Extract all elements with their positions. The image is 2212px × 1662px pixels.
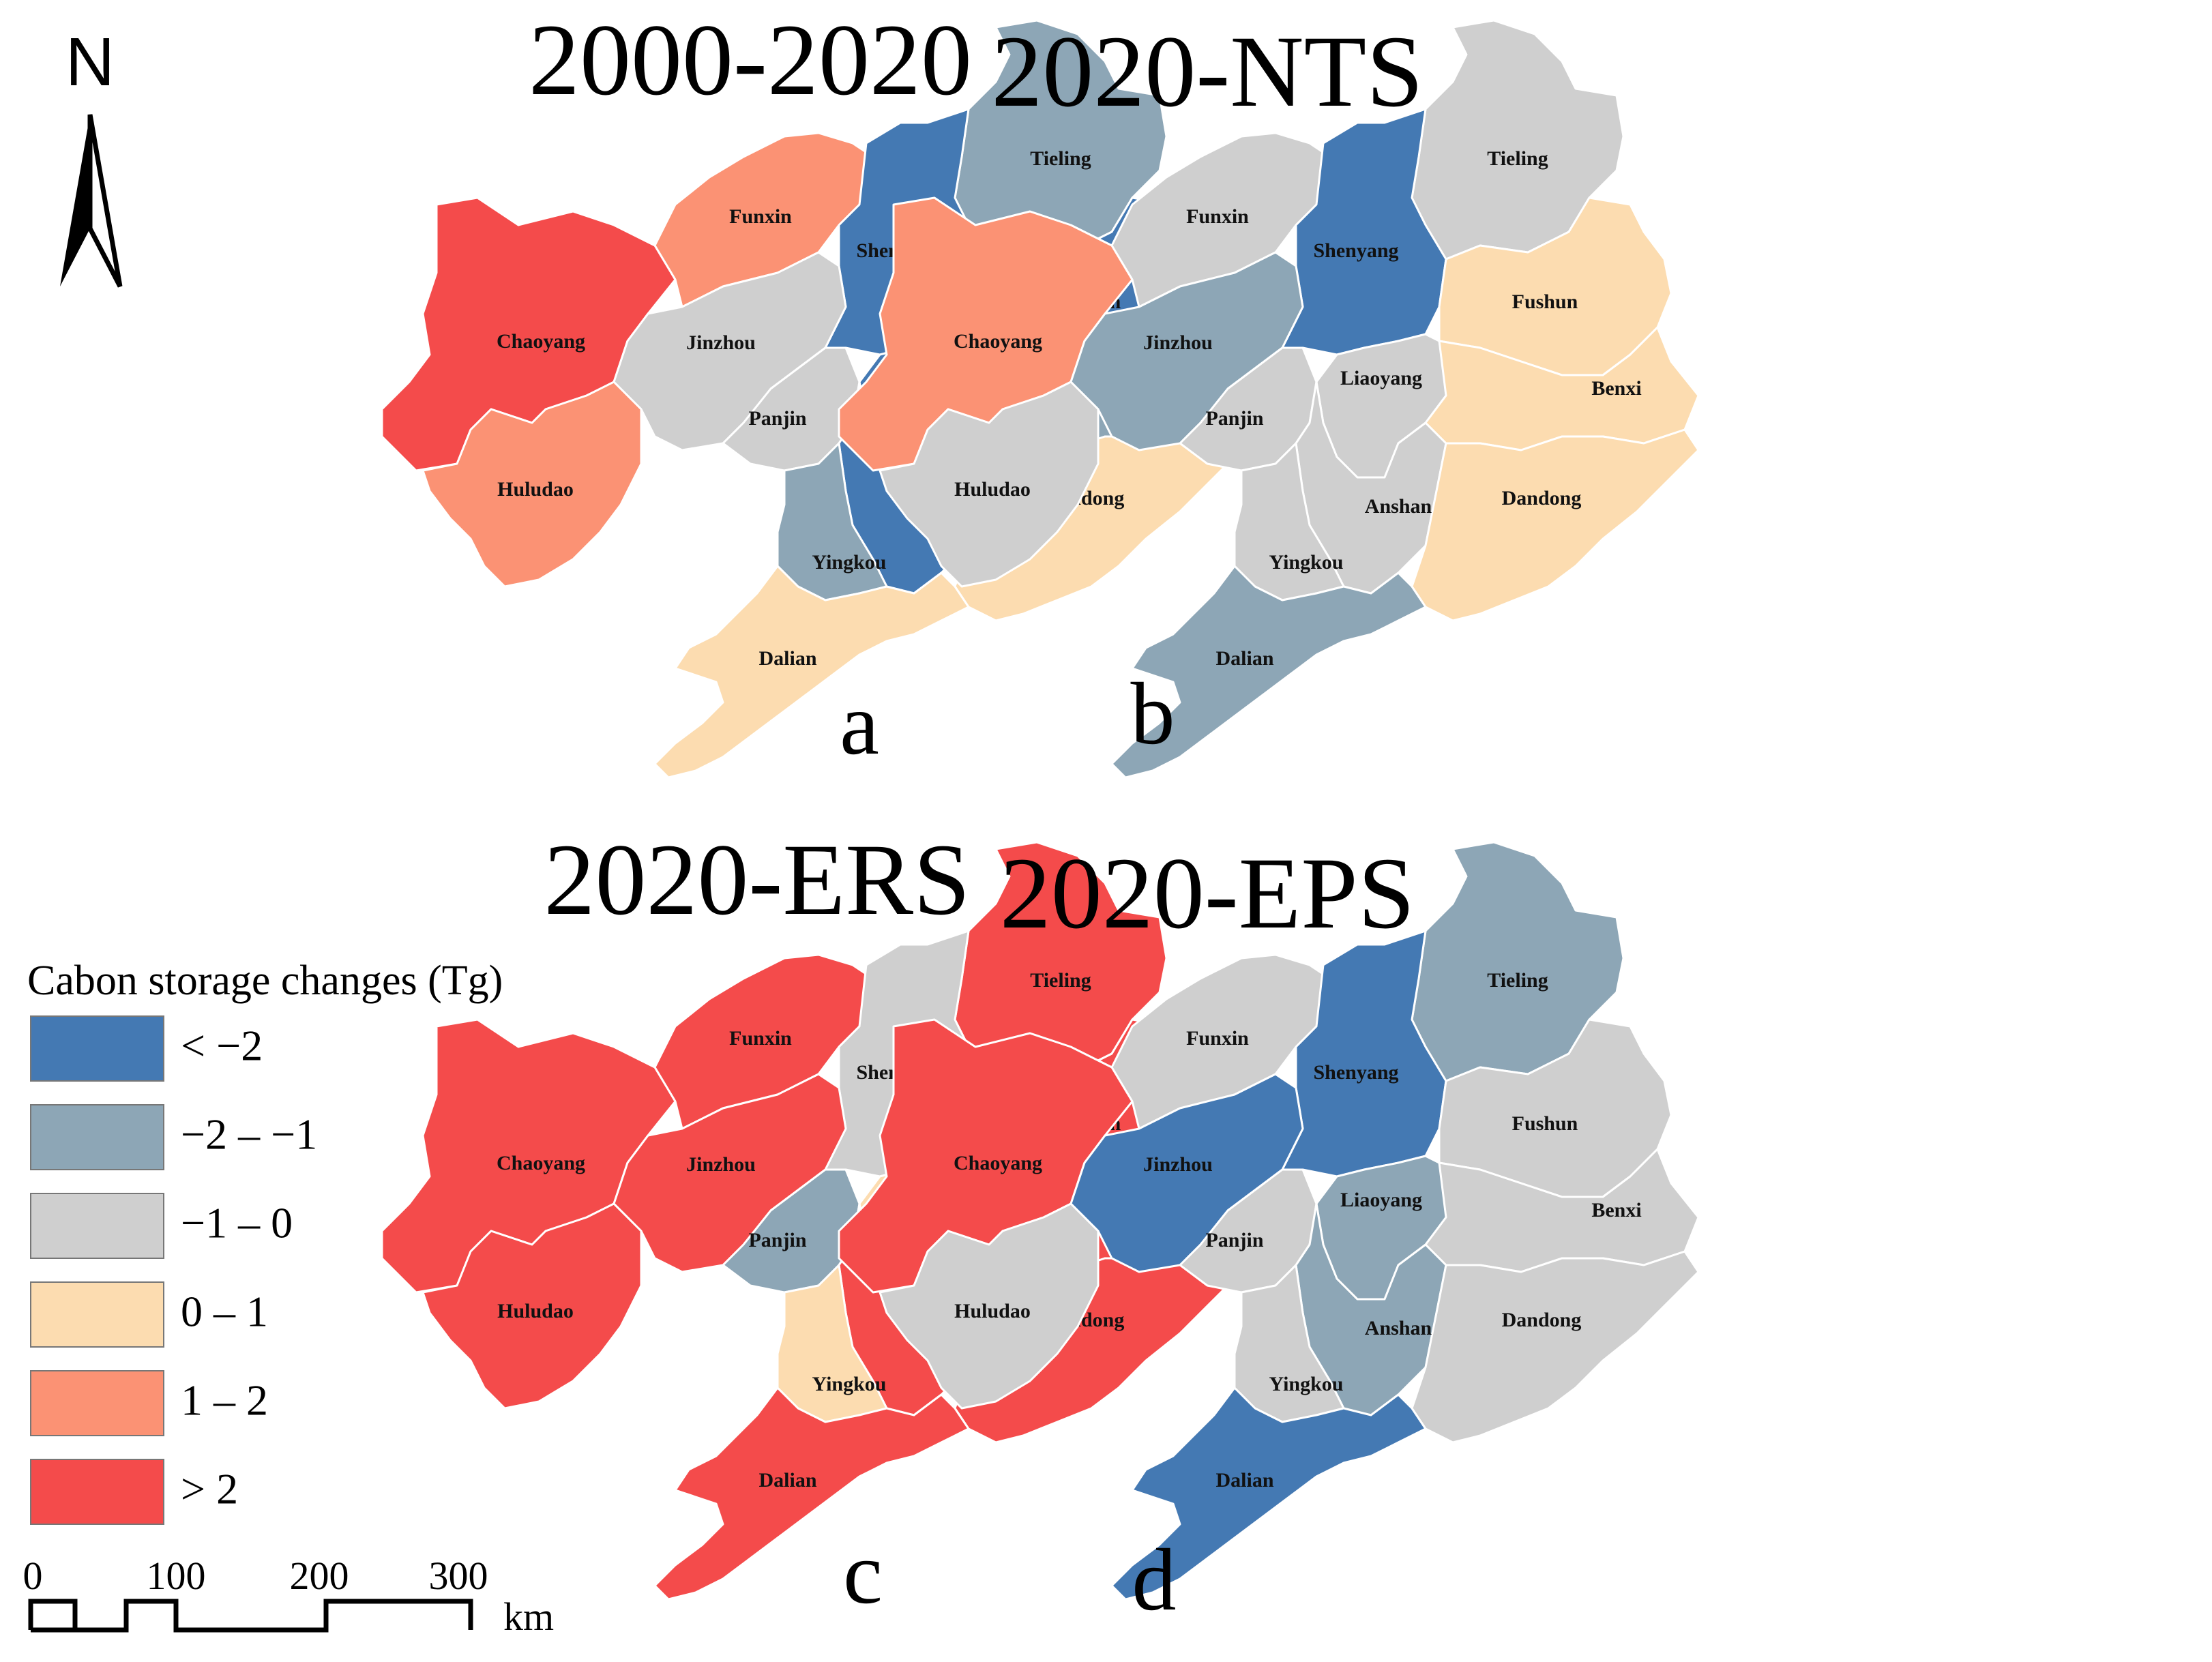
city-label-yingkou: Yingkou	[812, 1373, 887, 1395]
city-label-dalian: Dalian	[758, 647, 816, 670]
city-label-tieling: Tieling	[1030, 969, 1091, 992]
legend-swatch	[30, 1459, 164, 1525]
city-label-anshan: Anshan	[1365, 495, 1432, 518]
region-huludao	[879, 381, 1100, 588]
legend-swatch	[30, 1193, 164, 1259]
legend-label: 1 – 2	[181, 1376, 268, 1425]
scale-bar-line	[28, 1599, 473, 1633]
legend-label: 0 – 1	[181, 1288, 268, 1336]
city-label-benxi: Benxi	[1591, 1199, 1641, 1221]
city-label-dalian: Dalian	[1215, 647, 1273, 670]
legend-title: Cabon storage changes (Tg)	[27, 958, 503, 1004]
north-label: N	[65, 24, 115, 100]
city-label-huludao: Huludao	[497, 478, 574, 501]
scale-unit: km	[503, 1594, 554, 1639]
region-jinzhou	[613, 251, 847, 451]
panel-letter: d	[1132, 1531, 1177, 1629]
legend-swatch	[30, 1281, 164, 1348]
city-label-tieling: Tieling	[1030, 147, 1091, 170]
city-label-fushun: Fushun	[1512, 291, 1578, 313]
region-huludao	[422, 381, 643, 588]
city-label-panjin: Panjin	[1205, 1229, 1263, 1251]
city-label-huludao: Huludao	[497, 1300, 574, 1322]
scale-tick-label: 200	[290, 1554, 349, 1598]
city-label-anshan: Anshan	[1365, 1317, 1432, 1339]
city-label-chaoyang: Chaoyang	[954, 1152, 1042, 1174]
region-jinzhou	[613, 1073, 847, 1273]
city-label-funxin: Funxin	[729, 205, 792, 228]
city-label-panjin: Panjin	[748, 407, 806, 430]
region-jinzhou	[1070, 1073, 1304, 1273]
city-label-funxin: Funxin	[729, 1027, 792, 1050]
city-label-jinzhou: Jinzhou	[1143, 1153, 1213, 1176]
city-label-tieling: Tieling	[1487, 969, 1548, 992]
legend-swatch	[30, 1370, 164, 1436]
city-label-dandong: Dandong	[1502, 1309, 1582, 1331]
city-label-yingkou: Yingkou	[812, 551, 887, 574]
legend-label: −1 – 0	[181, 1199, 293, 1247]
city-label-fushun: Fushun	[1512, 1112, 1578, 1135]
city-label-jinzhou: Jinzhou	[686, 1153, 756, 1176]
region-dandong	[1411, 1250, 1700, 1444]
city-label-yingkou: Yingkou	[1269, 551, 1344, 574]
city-label-huludao: Huludao	[954, 1300, 1031, 1322]
city-label-tieling: Tieling	[1487, 147, 1548, 170]
legend-label: < −2	[181, 1022, 263, 1070]
region-dalian	[1110, 1386, 1427, 1601]
legend-swatch	[30, 1104, 164, 1170]
city-label-benxi: Benxi	[1591, 377, 1641, 400]
map-title: 2020-ERS	[544, 823, 970, 936]
panel-letter: a	[840, 675, 879, 773]
city-label-funxin: Funxin	[1186, 205, 1249, 228]
city-label-chaoyang: Chaoyang	[497, 1152, 585, 1174]
city-label-liaoyang: Liaoyang	[1340, 367, 1422, 389]
map-panel-d: 2020-EPS Tieling Funxin Shenyang Fushun Chao…	[838, 837, 1700, 1629]
north-arrow-left-icon	[60, 115, 90, 286]
map-title: 2020-EPS	[1000, 837, 1415, 950]
north-arrow: N	[60, 24, 123, 288]
region-dalian	[1110, 565, 1427, 779]
city-label-liaoyang: Liaoyang	[1340, 1189, 1422, 1211]
legend: Cabon storage changes (Tg) < −2 −2 – −1 −1…	[27, 958, 503, 1525]
panel-letter: c	[843, 1524, 883, 1622]
city-label-shenyang: Shenyang	[1313, 239, 1398, 262]
map-panel-b: 2020-NTS Tieling Funxin Shenyang Fushun Chao…	[838, 15, 1700, 779]
scale-tick-label: 100	[147, 1554, 206, 1598]
city-label-panjin: Panjin	[1205, 407, 1263, 430]
region-dandong	[1411, 428, 1700, 622]
city-label-yingkou: Yingkou	[1269, 1373, 1344, 1395]
city-label-dalian: Dalian	[758, 1469, 816, 1492]
legend-label: −2 – −1	[181, 1110, 317, 1159]
scale-bar: 0 100 200 300 km	[23, 1554, 555, 1639]
city-label-shenyang: Shenyang	[1313, 1061, 1398, 1084]
city-label-dandong: Dandong	[1502, 487, 1582, 509]
legend-label: > 2	[181, 1465, 238, 1513]
city-label-jinzhou: Jinzhou	[686, 331, 756, 354]
map-title: 2000-2020	[529, 3, 972, 117]
city-label-jinzhou: Jinzhou	[1143, 331, 1213, 354]
region-jinzhou	[1070, 251, 1304, 451]
region-dalian	[653, 1386, 970, 1601]
city-label-dalian: Dalian	[1215, 1469, 1273, 1492]
legend-swatch	[30, 1015, 164, 1082]
region-huludao	[422, 1202, 643, 1410]
city-label-chaoyang: Chaoyang	[954, 330, 1042, 353]
city-label-huludao: Huludao	[954, 478, 1031, 501]
map-title: 2020-NTS	[991, 15, 1423, 128]
scale-tick-label: 0	[23, 1554, 43, 1598]
region-huludao	[879, 1202, 1100, 1410]
city-label-chaoyang: Chaoyang	[497, 330, 585, 353]
panel-letter: b	[1131, 665, 1175, 763]
north-arrow-right-icon	[87, 114, 123, 288]
city-label-panjin: Panjin	[748, 1229, 806, 1251]
scale-tick-label: 300	[429, 1554, 488, 1598]
city-label-funxin: Funxin	[1186, 1027, 1249, 1050]
region-dalian	[653, 565, 970, 779]
